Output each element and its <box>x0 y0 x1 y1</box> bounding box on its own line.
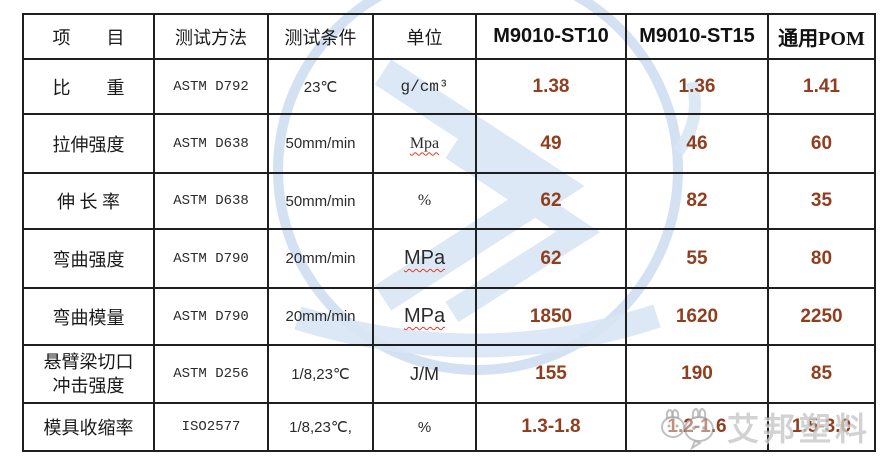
test-method: ASTM D256 <box>153 344 269 404</box>
unit: % <box>372 402 477 452</box>
value-pom: 80 <box>767 228 876 289</box>
test-method: ASTM D792 <box>153 58 269 115</box>
table-row-specific-gravity: 比 重 ASTM D792 23℃ g/cm³ 1.38 1.36 1.41 <box>22 58 876 115</box>
test-condition: 1/8,23℃, <box>267 402 374 452</box>
row-label: 比 重 <box>22 58 155 115</box>
value-st10: 1.38 <box>475 58 627 115</box>
value-pom: 35 <box>767 172 876 230</box>
value-st10: 62 <box>475 172 627 230</box>
row-label: 模具收缩率 <box>22 402 155 452</box>
header-generic-pom: 通用POM <box>767 13 876 60</box>
unit: MPa <box>372 228 477 289</box>
test-condition: 23℃ <box>267 58 374 115</box>
unit: % <box>372 172 477 230</box>
value-st15: 1.36 <box>625 58 769 115</box>
value-pom: 2250 <box>767 287 876 346</box>
test-condition: 20mm/min <box>267 287 374 346</box>
header-unit: 单位 <box>372 13 477 60</box>
unit: J/M <box>372 344 477 404</box>
row-label: 弯曲强度 <box>22 228 155 289</box>
test-method: ASTM D790 <box>153 287 269 346</box>
value-pom: 1.41 <box>767 58 876 115</box>
header-m9010-st10: M9010-ST10 <box>475 13 627 60</box>
test-condition: 1/8,23℃ <box>267 344 374 404</box>
header-row: 项 目 测试方法 测试条件 单位 M9010-ST10 M9010-ST15 通… <box>22 13 876 60</box>
test-method: ISO2577 <box>153 402 269 452</box>
value-st10: 1850 <box>475 287 627 346</box>
header-m9010-st15: M9010-ST15 <box>625 13 769 60</box>
table-row-flexural-strength: 弯曲强度 ASTM D790 20mm/min MPa 62 55 80 <box>22 228 876 289</box>
test-method: ASTM D638 <box>153 172 269 230</box>
value-st10: 1.3-1.8 <box>475 402 627 452</box>
unit: Mpa <box>372 113 477 174</box>
test-condition: 50mm/min <box>267 113 374 174</box>
table-row-tensile-strength: 拉伸强度 ASTM D638 50mm/min Mpa 49 46 60 <box>22 113 876 174</box>
table-row-flexural-modulus: 弯曲模量 ASTM D790 20mm/min MPa 1850 1620 22… <box>22 287 876 346</box>
header-item: 项 目 <box>22 13 155 60</box>
table-row-elongation: 伸 长 率 ASTM D638 50mm/min % 62 82 35 <box>22 172 876 230</box>
value-pom: 85 <box>767 344 876 404</box>
test-method: ASTM D638 <box>153 113 269 174</box>
test-condition: 20mm/min <box>267 228 374 289</box>
row-label: 伸 长 率 <box>22 172 155 230</box>
value-st15: 82 <box>625 172 769 230</box>
test-condition: 50mm/min <box>267 172 374 230</box>
table-row-izod-impact: 悬臂梁切口 冲击强度 ASTM D256 1/8,23℃ J/M 155 190… <box>22 344 876 404</box>
value-st15: 1.2-1.6 <box>625 402 769 452</box>
row-label: 悬臂梁切口 冲击强度 <box>22 344 155 404</box>
header-method: 测试方法 <box>153 13 269 60</box>
value-st15: 190 <box>625 344 769 404</box>
row-label: 拉伸强度 <box>22 113 155 174</box>
table-row-mold-shrinkage: 模具收缩率 ISO2577 1/8,23℃, % 1.3-1.8 1.2-1.6… <box>22 402 876 452</box>
row-label: 弯曲模量 <box>22 287 155 346</box>
value-st15: 46 <box>625 113 769 174</box>
value-st15: 55 <box>625 228 769 289</box>
value-st10: 62 <box>475 228 627 289</box>
unit: g/cm³ <box>372 58 477 115</box>
header-condition: 测试条件 <box>267 13 374 60</box>
unit: MPa <box>372 287 477 346</box>
value-pom: 60 <box>767 113 876 174</box>
value-st10: 49 <box>475 113 627 174</box>
value-st15: 1620 <box>625 287 769 346</box>
test-method: ASTM D790 <box>153 228 269 289</box>
material-properties-table: 项 目 测试方法 测试条件 单位 M9010-ST10 M9010-ST15 通… <box>22 13 876 452</box>
value-st10: 155 <box>475 344 627 404</box>
value-pom: 1.5-3.0 <box>767 402 876 452</box>
